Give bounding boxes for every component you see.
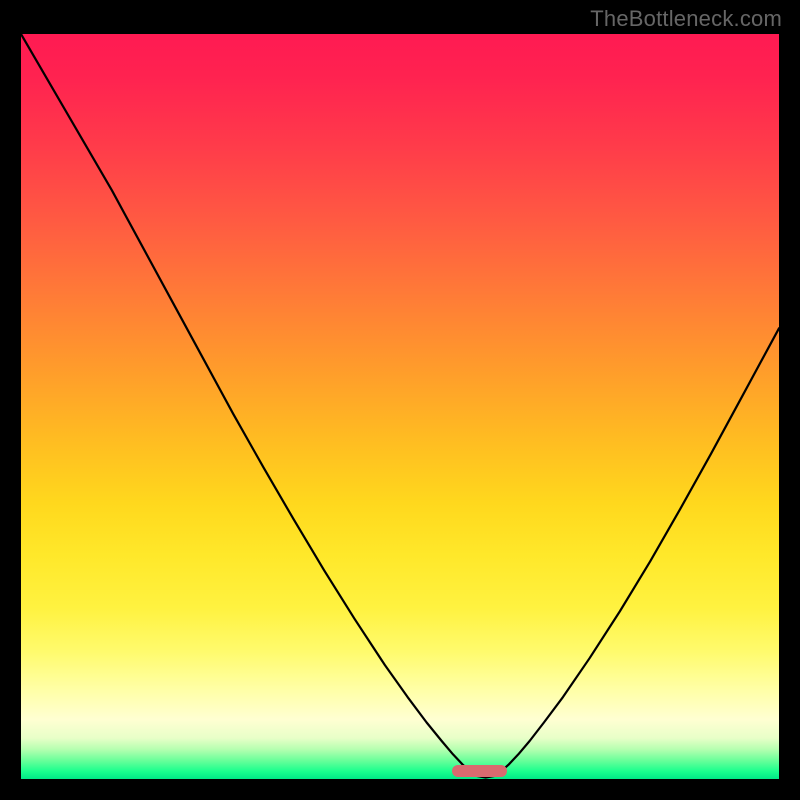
optimum-marker (452, 765, 507, 777)
plot-area (21, 34, 779, 779)
watermark-text: TheBottleneck.com (590, 6, 782, 32)
plot-background (21, 34, 779, 779)
plot-svg (21, 34, 779, 779)
chart-frame: TheBottleneck.com (0, 0, 800, 800)
